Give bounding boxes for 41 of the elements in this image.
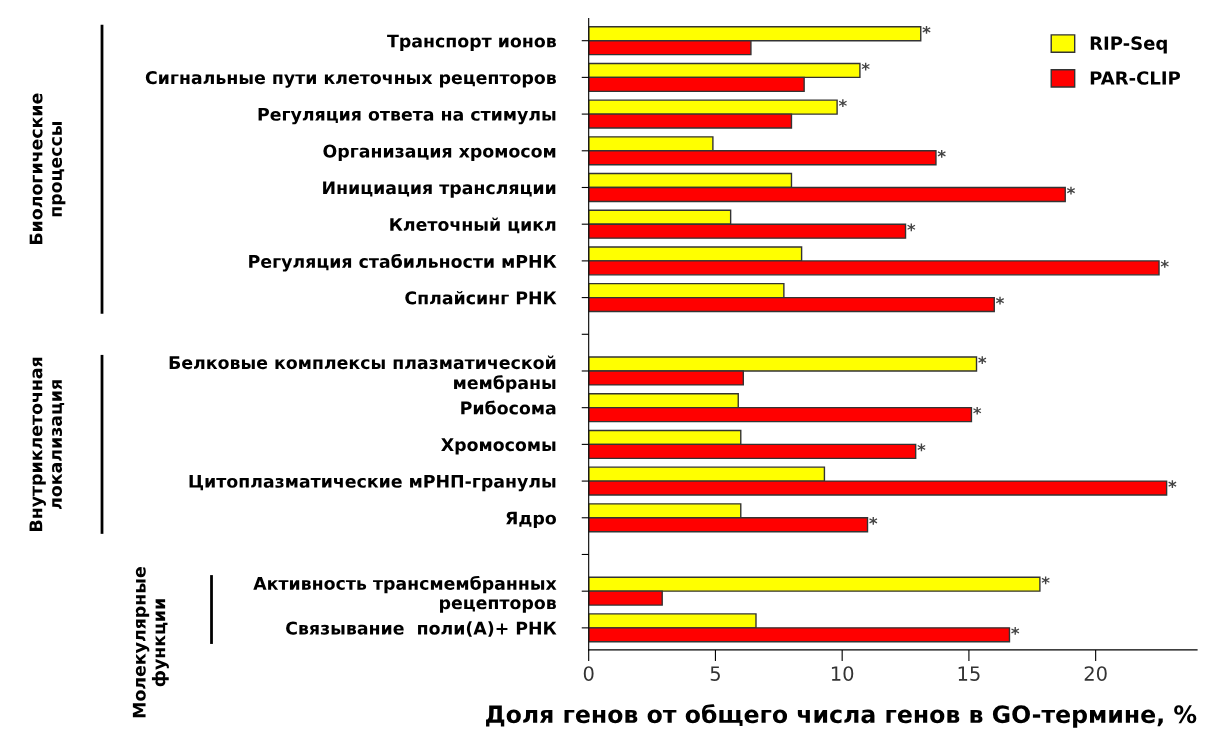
y-tick-label: Регуляция стабильности мРНК	[249, 254, 557, 272]
y-tick-label: Активность трансмембранных рецепторов	[253, 575, 557, 613]
x-tick-label: 20	[1084, 666, 1107, 681]
data-label: *	[917, 443, 926, 452]
y-tick-label: Белковые комплексы плазматической мембраны	[169, 355, 556, 393]
text: Молекулярные функции	[132, 567, 169, 718]
data-label: *	[869, 516, 878, 525]
y-tick-label: Сплайсинг РНК	[405, 290, 557, 305]
data-label: *	[995, 296, 1005, 305]
y-tick-label: Цитоплазматические мРНП-гранулы	[189, 474, 556, 492]
y-tick-label: Ядро	[506, 511, 556, 528]
y-tick-label: Транспорт ионов	[387, 34, 556, 51]
y-tick-label: Регуляция ответа на стимулы	[258, 107, 556, 125]
x-tick-label: 15	[958, 666, 980, 681]
y-tick-label: Хромосомы	[441, 438, 556, 455]
data-label: *	[978, 356, 987, 364]
data-label: *	[922, 25, 931, 34]
legend-label: PAR-CLIP	[1090, 71, 1181, 85]
x-tick-label: 5	[710, 666, 720, 681]
data-label: *	[1168, 480, 1177, 489]
data-label: *	[1011, 627, 1020, 635]
data-label: *	[838, 99, 847, 108]
y-tick-label: Рибосома	[461, 400, 556, 415]
data-label: *	[1066, 186, 1076, 195]
y-tick-label: Организация хромосом	[323, 144, 556, 161]
data-label: *	[1041, 576, 1050, 585]
legend-label: RIP-Seq	[1090, 36, 1167, 54]
y-tick-label: Сигнальные пути клеточных рецепторов	[145, 71, 556, 88]
data-label: *	[973, 406, 982, 415]
x-tick-label: 10	[831, 666, 854, 681]
x-tick-label: 0	[583, 666, 594, 681]
y-tick-label: Клеточный цикл	[390, 217, 556, 234]
y-tick-label: Инициация трансляции	[323, 181, 556, 198]
text: Внутриклеточная локализация	[29, 357, 65, 531]
y-tick-label: Связывание поли(A)+ РНК	[286, 621, 557, 637]
text: Биологические процессы	[29, 93, 66, 244]
data-label: *	[937, 149, 946, 158]
x-axis-title: Доля генов от общего числа генов в GO-термине, %	[486, 704, 1197, 728]
data-label: *	[1160, 260, 1169, 268]
data-label: *	[907, 223, 916, 232]
data-label: *	[861, 62, 870, 71]
